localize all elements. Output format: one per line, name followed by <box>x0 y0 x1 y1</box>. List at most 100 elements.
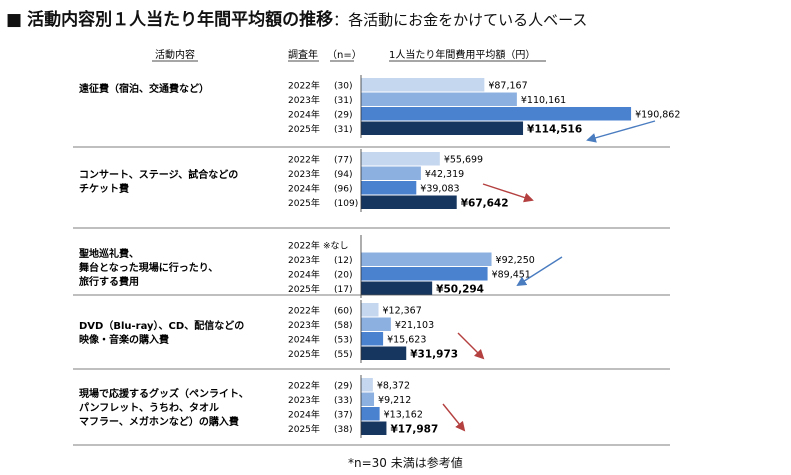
year-label: 2023年 <box>288 94 320 106</box>
header-year: 調査年 <box>288 48 318 61</box>
value-label: ¥190,862 <box>635 109 680 120</box>
trend-arrow <box>442 403 466 432</box>
bar-2022 <box>361 378 373 392</box>
n-label: ※なし <box>323 240 349 251</box>
year-label: 2024年 <box>288 268 320 280</box>
bar-2024 <box>361 181 417 195</box>
n-label: (58) <box>334 321 352 331</box>
activity-label: パンフレット、うちわ、タオル <box>79 402 219 414</box>
activity-label: 舞台となった現場に行ったり、 <box>79 261 218 274</box>
n-label: (17) <box>334 285 352 295</box>
n-label: (94) <box>334 170 352 180</box>
n-label: (20) <box>334 270 352 280</box>
n-label: (30) <box>334 81 352 91</box>
n-label: (31) <box>334 125 352 135</box>
n-label: (96) <box>334 184 352 194</box>
year-label: 2025年 <box>288 123 320 135</box>
bar-2024 <box>361 267 488 281</box>
value-label: ¥39,083 <box>420 183 459 194</box>
activity-label: コンサート、ステージ、試合などの <box>79 168 238 181</box>
n-label: (29) <box>334 110 352 120</box>
year-label: 2022年 <box>288 379 320 391</box>
trend-arrow <box>482 183 534 203</box>
year-label: 2023年 <box>288 394 320 406</box>
bar-2023 <box>361 166 421 180</box>
value-label: ¥8,372 <box>377 380 410 391</box>
value-label: ¥110,161 <box>521 95 566 106</box>
activity-label: 遠征費（宿泊、交通費など） <box>79 82 209 95</box>
activity-label: 旅行する費用 <box>79 275 139 288</box>
activity-label: 現場で応援するグッズ（ペンライト、 <box>79 387 249 400</box>
year-label: 2025年 <box>288 283 320 295</box>
bar-2022 <box>361 78 485 92</box>
n-label: (60) <box>334 306 352 316</box>
n-label: (12) <box>334 256 352 266</box>
value-label: ¥87,167 <box>488 80 527 91</box>
bar-2024 <box>361 332 384 346</box>
chart-groups: 遠征費（宿泊、交通費など） 2022年 (30) ¥87,167 2023年 (31) ¥1… <box>73 75 680 446</box>
value-label: ¥92,250 <box>496 255 535 266</box>
value-label: ¥42,319 <box>425 169 464 180</box>
year-label: 2023年 <box>288 168 320 180</box>
activity-label: マフラー、メガホンなど）の購入費 <box>79 415 239 428</box>
year-label: 2025年 <box>288 348 320 360</box>
bar-2025 <box>361 421 387 435</box>
n-label: (55) <box>334 350 352 360</box>
trend-arrow <box>457 332 485 360</box>
value-label: ¥55,699 <box>444 154 483 165</box>
trend-arrow <box>516 256 563 287</box>
n-label: (109) <box>334 199 358 209</box>
year-label: 2022年 <box>288 304 320 316</box>
year-label: 2023年 <box>288 254 320 266</box>
header-activity: 活動内容 <box>155 48 195 61</box>
year-label: 2025年 <box>288 423 320 435</box>
n-label: (33) <box>334 396 352 406</box>
activity-label: チケット費 <box>79 182 129 195</box>
year-label: 2024年 <box>288 182 320 194</box>
n-label: (29) <box>334 381 352 391</box>
bar-2023 <box>361 317 391 331</box>
year-label: 2024年 <box>288 408 320 420</box>
year-label: 2024年 <box>288 333 320 345</box>
year-label: 2022年 <box>288 79 320 91</box>
activity-label: DVD（Blu-ray）、CD、配信などの <box>79 319 244 332</box>
bar-2025 <box>361 121 524 135</box>
bar-2024 <box>361 107 632 121</box>
bar-2024 <box>361 407 380 421</box>
footnote: *n=30 未満は参考値 <box>348 456 463 470</box>
bar-2025 <box>361 281 433 295</box>
n-label: (31) <box>334 96 352 106</box>
trend-arrow <box>586 120 656 143</box>
activity-label: 映像・音楽の購入費 <box>79 333 169 346</box>
bar-2022 <box>361 303 379 317</box>
year-label: 2022年 <box>288 239 320 251</box>
n-label: (53) <box>334 335 352 345</box>
year-label: 2023年 <box>288 319 320 331</box>
value-label: ¥67,642 <box>461 197 509 209</box>
title-main: 活動内容別１人当たり年間平均額の推移 <box>27 10 334 30</box>
header-n: （n=） <box>327 49 362 61</box>
year-label: 2024年 <box>288 108 320 120</box>
chart-title: ■ 活動内容別１人当たり年間平均額の推移：各活動にお金をかけている人ベース <box>6 5 587 30</box>
bar-2023 <box>361 392 375 406</box>
bar-2023 <box>361 92 517 106</box>
bar-2025 <box>361 195 457 209</box>
value-label: ¥13,162 <box>384 409 423 420</box>
value-label: ¥31,973 <box>410 348 458 360</box>
value-label: ¥9,212 <box>378 395 411 406</box>
value-label: ¥50,294 <box>436 283 484 295</box>
value-label: ¥17,987 <box>390 423 438 435</box>
value-label: ¥21,103 <box>395 320 434 331</box>
n-label: (77) <box>334 155 352 165</box>
title-bullet: ■ <box>6 10 23 30</box>
bar-2023 <box>361 252 492 266</box>
value-label: ¥89,451 <box>492 269 531 280</box>
header-amount: 1人当たり年間費用平均額（円） <box>389 48 535 61</box>
activity-label: 聖地巡礼費、 <box>79 247 139 260</box>
value-label: ¥15,623 <box>387 334 426 345</box>
n-label: (38) <box>334 425 352 435</box>
value-label: ¥12,367 <box>382 305 421 316</box>
value-label: ¥114,516 <box>527 123 582 135</box>
